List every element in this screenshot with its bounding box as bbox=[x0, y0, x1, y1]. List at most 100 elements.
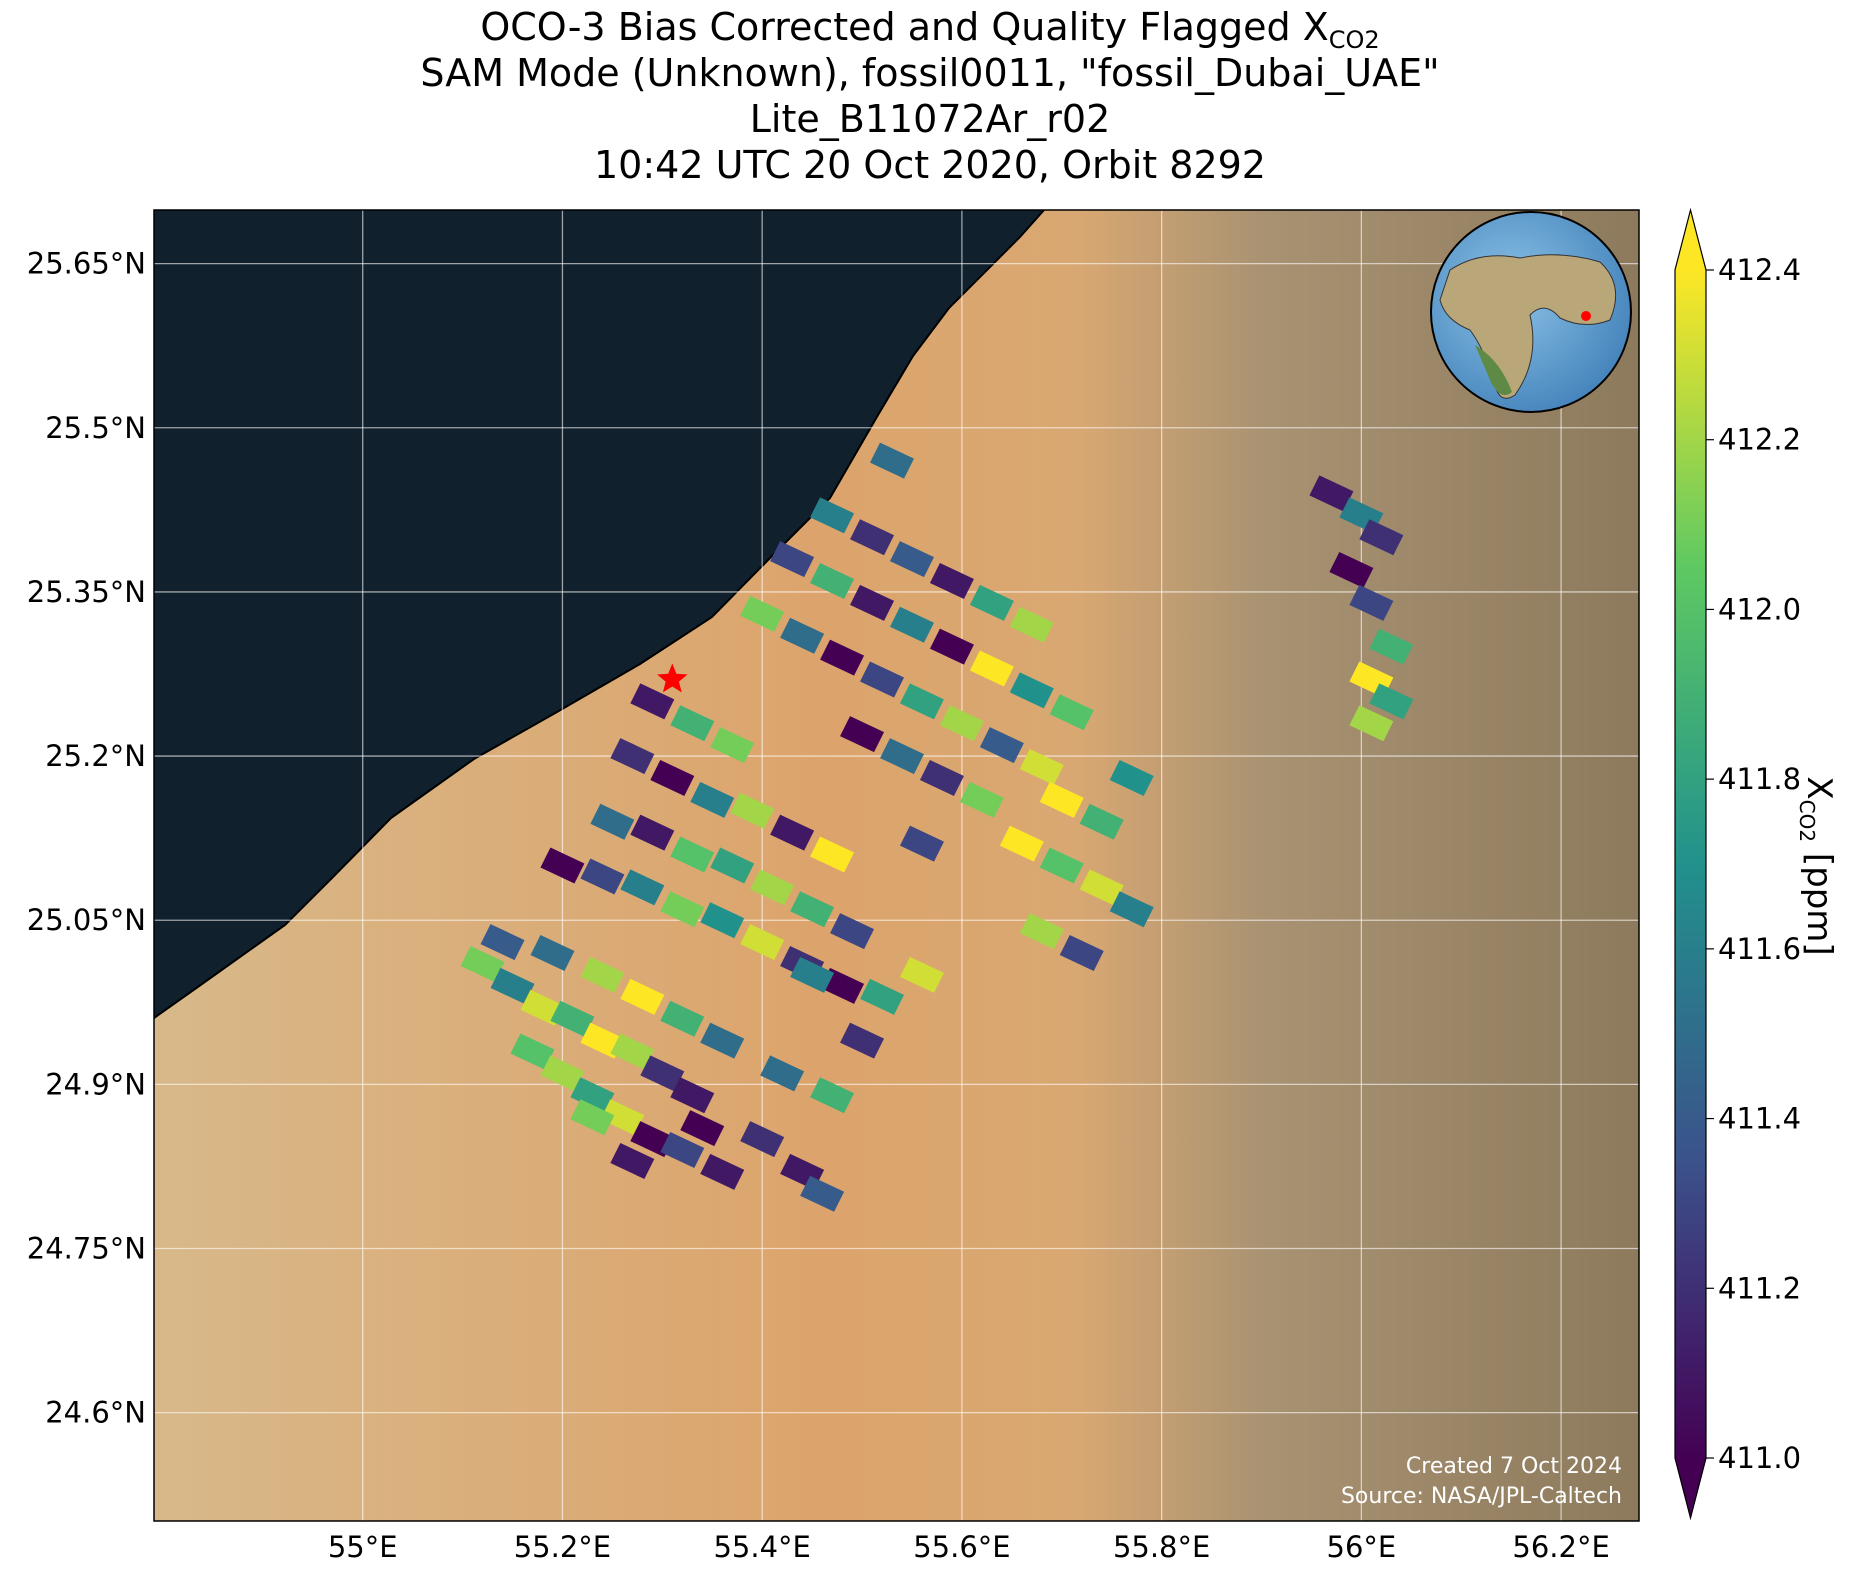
sounding bbox=[600, 1099, 645, 1136]
colorbar-label-unit: [ppm] bbox=[1799, 842, 1839, 956]
sounding bbox=[810, 1077, 855, 1114]
sounding bbox=[810, 562, 855, 599]
sounding bbox=[690, 781, 735, 818]
x-tick-label: 55.2°E bbox=[514, 1530, 611, 1564]
sounding bbox=[1019, 913, 1064, 950]
sounding bbox=[540, 1055, 585, 1092]
y-tick-label: 24.9°N bbox=[45, 1067, 146, 1101]
sounding bbox=[1079, 869, 1124, 906]
title-block: OCO-3 Bias Corrected and Quality Flagged… bbox=[420, 5, 1439, 187]
y-tick-label: 24.75°N bbox=[27, 1232, 146, 1266]
colorbar-label-text: X bbox=[1799, 776, 1839, 799]
sounding bbox=[510, 1033, 555, 1070]
sounding bbox=[590, 803, 635, 840]
sounding bbox=[610, 1033, 655, 1070]
sounding bbox=[810, 497, 855, 534]
footer-note: Created 7 Oct 2024 bbox=[1406, 1454, 1622, 1479]
grid bbox=[154, 210, 1639, 1521]
colorbar-tick-label: 412.0 bbox=[1718, 592, 1801, 626]
footer-note: Source: NASA/JPL-Caltech bbox=[1341, 1484, 1622, 1509]
sounding bbox=[630, 814, 675, 851]
colorbar-label-subscript: CO2 bbox=[1795, 800, 1819, 842]
colorbar-tick-label: 411.2 bbox=[1718, 1271, 1801, 1305]
sounding bbox=[670, 836, 715, 873]
colorbar-label: XCO2 [ppm] bbox=[1795, 776, 1839, 955]
sounding bbox=[820, 639, 865, 676]
sounding bbox=[979, 727, 1024, 764]
sounding bbox=[660, 1132, 705, 1169]
sounding bbox=[1109, 759, 1154, 796]
colorbar-extend-top bbox=[1675, 210, 1706, 270]
sounding bbox=[1359, 519, 1404, 556]
sounding bbox=[899, 956, 944, 993]
x-tick-label: 55.6°E bbox=[913, 1530, 1010, 1564]
colorbar-body bbox=[1675, 270, 1706, 1458]
sounding bbox=[800, 1175, 845, 1212]
sounding bbox=[889, 541, 934, 578]
title-text: OCO-3 Bias Corrected and Quality Flagged… bbox=[480, 5, 1328, 49]
colorbar-tick-label: 412.4 bbox=[1718, 253, 1801, 287]
sounding bbox=[630, 683, 675, 720]
x-tick-label: 56°E bbox=[1327, 1530, 1397, 1564]
sounding bbox=[1369, 628, 1414, 665]
colorbar: 411.0 411.2 411.4 411.6 411.8 412.0 412.2 412.4… bbox=[1674, 207, 1839, 1521]
sounding bbox=[740, 924, 785, 961]
sounding bbox=[750, 869, 795, 906]
sounding bbox=[540, 847, 585, 884]
sounding bbox=[999, 825, 1044, 862]
sounding bbox=[1049, 694, 1094, 731]
colorbar-tick-label: 411.6 bbox=[1718, 932, 1801, 966]
sounding bbox=[570, 1099, 615, 1136]
plot-frame bbox=[153, 209, 1640, 1522]
continent bbox=[1475, 345, 1512, 396]
sounding bbox=[730, 792, 775, 829]
sounding bbox=[1009, 672, 1054, 709]
sounding bbox=[899, 825, 944, 862]
sounding bbox=[1349, 705, 1394, 742]
sea bbox=[154, 210, 1044, 1018]
sounding bbox=[710, 847, 755, 884]
sounding bbox=[959, 781, 1004, 818]
sounding bbox=[1039, 781, 1084, 818]
sounding bbox=[860, 661, 905, 698]
y-tick-label: 25.5°N bbox=[45, 411, 146, 445]
sounding bbox=[480, 924, 525, 961]
sounding bbox=[1039, 847, 1084, 884]
sounding bbox=[620, 869, 665, 906]
y-tick-label: 25.2°N bbox=[45, 739, 146, 773]
sounding bbox=[929, 562, 974, 599]
sounding bbox=[670, 1077, 715, 1114]
chart-subtitle: SAM Mode (Unknown), fossil0011, "fossil_… bbox=[420, 51, 1439, 95]
sounding bbox=[1369, 683, 1414, 720]
title-subscript: CO2 bbox=[1329, 26, 1380, 54]
sounding bbox=[490, 967, 535, 1004]
sounding bbox=[700, 902, 745, 939]
sounding bbox=[969, 650, 1014, 687]
colorbar-tick-label: 411.0 bbox=[1718, 1441, 1801, 1475]
chart-title: OCO-3 Bias Corrected and Quality Flagged… bbox=[480, 5, 1379, 54]
sounding bbox=[1329, 552, 1374, 589]
sounding bbox=[1349, 584, 1394, 621]
sounding bbox=[580, 858, 625, 895]
sounding bbox=[889, 606, 934, 643]
colorbar-extend-bottom bbox=[1675, 1458, 1706, 1518]
sounding bbox=[770, 814, 815, 851]
chart-subtitle: Lite_B11072Ar_r02 bbox=[750, 97, 1111, 141]
sounding bbox=[840, 716, 885, 753]
sounding bbox=[939, 705, 984, 742]
sounding bbox=[830, 913, 875, 950]
sounding bbox=[790, 891, 835, 928]
sounding bbox=[790, 956, 835, 993]
sounding bbox=[1059, 935, 1104, 972]
sounding bbox=[700, 1022, 745, 1059]
basemap bbox=[154, 210, 1639, 1521]
sounding bbox=[810, 836, 855, 873]
sounding bbox=[1109, 891, 1154, 928]
sounding bbox=[700, 1153, 745, 1190]
y-tick-label: 25.05°N bbox=[27, 903, 146, 937]
sounding bbox=[1019, 749, 1064, 786]
sounding bbox=[550, 1000, 595, 1037]
x-tick-label: 56.2°E bbox=[1512, 1530, 1609, 1564]
sounding bbox=[620, 978, 665, 1015]
